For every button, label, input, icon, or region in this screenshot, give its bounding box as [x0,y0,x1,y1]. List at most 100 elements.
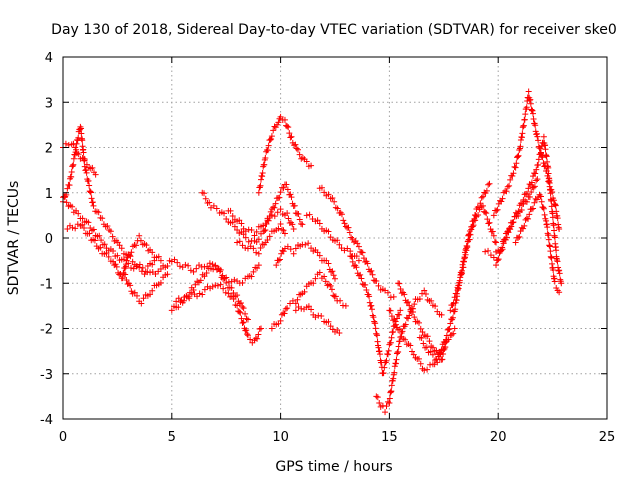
data-point [96,232,103,239]
data-point [406,312,413,319]
data-point [490,232,497,239]
plot-frame [62,56,608,420]
data-point [112,261,119,268]
x-tick-label: 5 [168,430,176,445]
data-point [220,285,227,292]
data-point [286,130,293,137]
data-point [519,200,526,207]
data-point [427,348,434,355]
data-point [302,241,309,248]
data-point [103,249,110,256]
data-point [149,249,156,256]
data-point [268,133,275,140]
data-point [486,180,493,187]
data-point [376,399,383,406]
data-point [554,215,561,222]
data-point [325,318,332,325]
data-point [532,122,539,129]
data-point [243,327,250,334]
data-point [72,225,79,232]
data-point [261,228,268,235]
data-point [282,305,289,312]
data-point [545,164,552,171]
data-point [456,282,463,289]
data-point [538,198,545,205]
data-point [373,393,380,400]
data-point [259,170,266,177]
data-point [225,290,232,297]
data-point [303,158,310,165]
data-point [438,347,445,354]
data-point [485,220,492,227]
data-point [530,184,537,191]
data-point [484,216,491,223]
data-point [258,176,265,183]
data-point [353,253,360,260]
data-point [494,206,501,213]
data-point [515,208,522,215]
series-track-d [64,221,164,282]
data-point [411,301,418,308]
data-point [287,300,294,307]
data-point [325,191,332,198]
data-point [509,172,516,179]
data-point [355,257,362,264]
data-point [133,242,140,249]
series-track-k [234,220,288,257]
series-track-r [373,287,445,416]
data-point [284,186,291,193]
data-point [439,356,446,363]
data-point [491,238,498,245]
data-point [89,164,96,171]
data-point [267,208,274,215]
data-point [424,366,431,373]
data-point [519,130,526,137]
data-point [456,277,463,284]
data-point [512,239,519,246]
data-point [259,173,266,180]
data-point [76,126,83,133]
data-point [405,298,412,305]
data-point [464,243,471,250]
data-point [291,202,298,209]
data-point [255,331,262,338]
data-point [204,283,211,290]
data-point [501,236,508,243]
data-point [203,270,210,277]
data-point [209,283,216,290]
data-point [542,146,549,153]
data-point [255,189,262,196]
y-tick-label: 2 [45,142,53,157]
data-point [396,280,403,287]
data-point [285,215,292,222]
data-point [466,231,473,238]
data-point [104,223,111,230]
data-point [274,209,281,216]
data-point [366,293,373,300]
data-point [118,245,125,252]
data-point [526,193,533,200]
data-point [155,253,162,260]
data-point [530,116,537,123]
data-point [385,347,392,354]
data-point [87,188,94,195]
data-point [541,211,548,218]
grid [63,57,607,419]
data-point [283,181,290,188]
data-point [254,335,261,342]
data-point [240,305,247,312]
data-point [70,140,77,147]
data-point [486,219,493,226]
data-point [515,234,522,241]
y-tick-label: 3 [45,96,53,111]
data-point [518,206,525,213]
data-point [355,243,362,250]
data-point [330,272,337,279]
data-point [535,156,542,163]
data-point [334,327,341,333]
data-point [292,141,299,148]
data-point [395,343,402,350]
series-track-y [493,133,565,287]
data-point [426,338,433,345]
data-point [482,248,489,255]
